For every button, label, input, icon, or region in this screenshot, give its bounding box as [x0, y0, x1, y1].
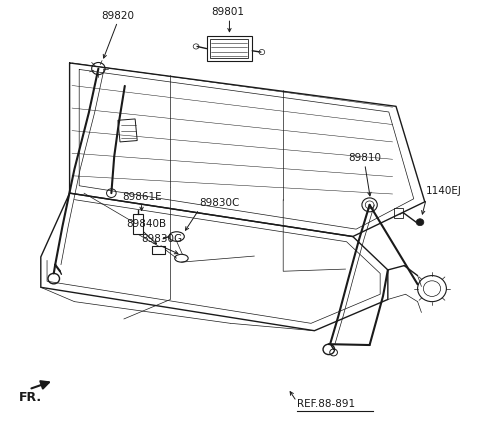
Bar — [133, 214, 143, 234]
Text: 89861E: 89861E — [122, 192, 161, 202]
Text: FR.: FR. — [19, 391, 42, 404]
Text: 89840B: 89840B — [126, 219, 166, 229]
Text: 89810: 89810 — [348, 153, 381, 163]
Text: 89830G: 89830G — [142, 234, 183, 244]
Text: 1140EJ: 1140EJ — [426, 186, 462, 196]
Text: REF.88-891: REF.88-891 — [297, 399, 355, 409]
Bar — [394, 208, 403, 218]
Bar — [210, 39, 249, 58]
Text: 89801: 89801 — [212, 7, 244, 17]
Text: 89820: 89820 — [101, 11, 134, 21]
Text: 89830C: 89830C — [199, 198, 240, 208]
Bar — [206, 36, 252, 61]
Circle shape — [416, 219, 424, 226]
Bar — [152, 246, 165, 254]
Bar — [118, 119, 137, 142]
